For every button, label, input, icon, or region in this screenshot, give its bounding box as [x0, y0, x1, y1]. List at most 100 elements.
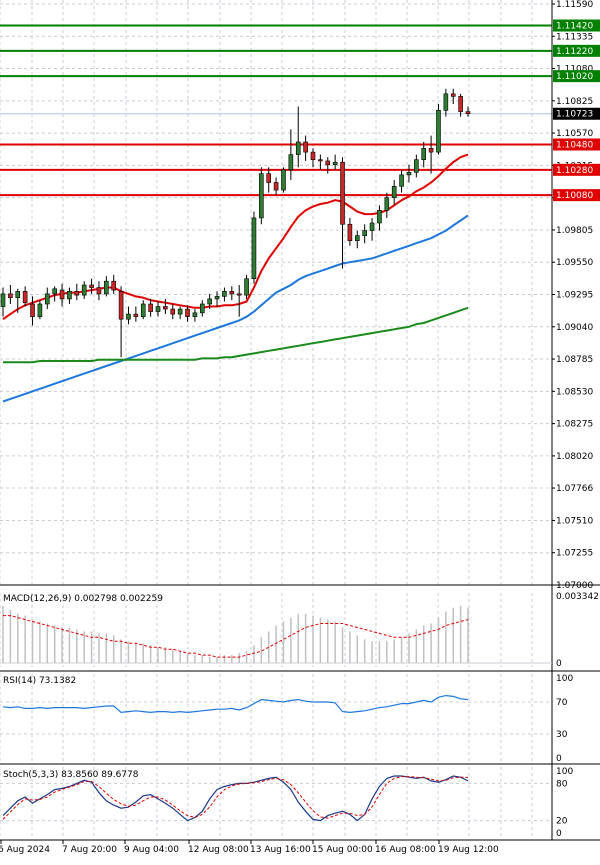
rsi-line — [2, 694, 469, 714]
stoch-tick-label: 100 — [556, 767, 573, 777]
candle-body — [377, 210, 382, 224]
price-tick-label: 1.07510 — [556, 516, 593, 526]
stoch-pane: Stoch(5,3,3) 83.8560 89.6778 100 80 20 0 — [0, 767, 600, 841]
rsi-tick-label: 0 — [556, 754, 562, 764]
candle-body — [207, 298, 212, 305]
stoch-k-line — [2, 775, 469, 822]
price-tick-label: 1.09295 — [556, 291, 593, 301]
macd-signal-line — [3, 615, 469, 658]
candle-body — [199, 303, 205, 314]
price-tick-label: 1.10570 — [556, 129, 593, 139]
candle-body — [325, 160, 331, 166]
candle-body — [214, 296, 220, 300]
level-price-label: 1.11020 — [556, 72, 593, 82]
candle-body — [104, 280, 109, 295]
candle-body — [229, 291, 235, 295]
moving-average-line — [2, 153, 469, 321]
level-price-tag — [553, 19, 600, 32]
time-axis: 6 Aug 2024 7 Aug 20:00 9 Aug 04:00 12 Aug 0… — [0, 840, 499, 855]
candle-body — [266, 173, 272, 183]
time-tick-label: 16 Aug 08:00 — [375, 845, 436, 855]
price-tick-label: 1.11080 — [556, 65, 593, 75]
candle-body — [15, 291, 21, 298]
time-tick-label: 15 Aug 00:00 — [312, 845, 373, 855]
candle-body — [443, 93, 449, 111]
candle-body — [74, 291, 80, 296]
candle-body — [126, 313, 131, 320]
macd-pane: MACD(12,26,9) 0.002798 0.002259 0.003342 0 — [0, 592, 600, 672]
candle-body — [303, 141, 308, 153]
level-price-label: 1.10280 — [556, 166, 593, 176]
candle-body — [384, 197, 390, 211]
candle-body — [59, 289, 65, 300]
candle-body — [391, 185, 397, 198]
candle-body — [295, 141, 301, 155]
candle-body — [354, 235, 360, 242]
candle-body — [8, 293, 13, 298]
candle-body — [428, 148, 434, 153]
current-price-label: 1.10723 — [556, 110, 593, 120]
candle-body — [30, 303, 35, 317]
candle-body — [236, 293, 242, 296]
price-tick-label: 1.09550 — [556, 258, 593, 268]
stoch-label: Stoch(5,3,3) 83.8560 89.6778 — [3, 770, 139, 780]
level-price-label: 1.11220 — [556, 47, 593, 57]
moving-average-line — [3, 306, 469, 364]
candle-body — [458, 96, 463, 112]
candle-body — [369, 222, 375, 231]
price-tick-label: 1.10825 — [556, 97, 593, 107]
candle-body — [273, 182, 279, 191]
candle-body — [251, 217, 257, 279]
candle-body — [436, 110, 441, 153]
candle-body — [140, 303, 146, 317]
level-price-tag — [553, 44, 600, 57]
candle-body — [96, 287, 102, 295]
candle-body — [362, 230, 367, 236]
candle-body — [148, 303, 153, 312]
candle-body — [0, 293, 6, 307]
candle-body — [406, 172, 412, 176]
stoch-tick-label: 20 — [556, 817, 568, 827]
moving-average-line — [2, 214, 469, 403]
price-tick-label: 1.11335 — [556, 32, 593, 42]
level-price-tag — [553, 189, 600, 202]
time-tick-label: 6 Aug 2024 — [0, 845, 50, 855]
candle-body — [185, 308, 190, 317]
candle-body — [244, 278, 249, 296]
candle-body — [347, 223, 353, 242]
level-price-label: 1.10080 — [556, 191, 593, 201]
level-price-label: 1.10480 — [556, 141, 593, 151]
candle-body — [310, 151, 316, 160]
candle-body — [81, 284, 87, 296]
stoch-tick-label: 0 — [556, 829, 562, 839]
time-tick-label: 19 Aug 12:00 — [438, 845, 499, 855]
candle-body — [465, 111, 471, 115]
macd-tick-label: 0 — [556, 659, 562, 669]
candle-body — [177, 308, 183, 315]
candle-body — [340, 161, 345, 225]
macd-label: MACD(12,26,9) 0.002798 0.002259 — [3, 594, 163, 604]
candle-body — [318, 159, 323, 162]
stoch-tick-label: 80 — [556, 779, 568, 789]
candle-body — [259, 173, 264, 219]
price-tick-label: 1.09040 — [556, 323, 593, 333]
price-tick-label: 1.08020 — [556, 452, 593, 462]
candle-body — [288, 154, 294, 171]
level-price-tag — [553, 138, 600, 151]
price-tick-label: 1.08275 — [556, 420, 593, 430]
level-price-tag — [553, 163, 600, 176]
candle-body — [450, 93, 456, 97]
time-tick-label: 7 Aug 20:00 — [62, 845, 117, 855]
candle-body — [281, 169, 286, 191]
price-tick-label: 1.09805 — [556, 226, 593, 236]
candle-body — [170, 308, 176, 315]
level-price-tag — [553, 70, 600, 83]
rsi-pane: RSI(14) 73.1382 100 70 30 0 — [0, 674, 600, 765]
price-tick-label: 1.11590 — [556, 0, 593, 10]
candle-body — [118, 291, 124, 320]
macd-tick-label: 0.003342 — [556, 592, 599, 602]
candle-body — [133, 313, 139, 317]
rsi-label: RSI(14) 73.1382 — [3, 676, 76, 686]
candle-body — [222, 291, 227, 297]
